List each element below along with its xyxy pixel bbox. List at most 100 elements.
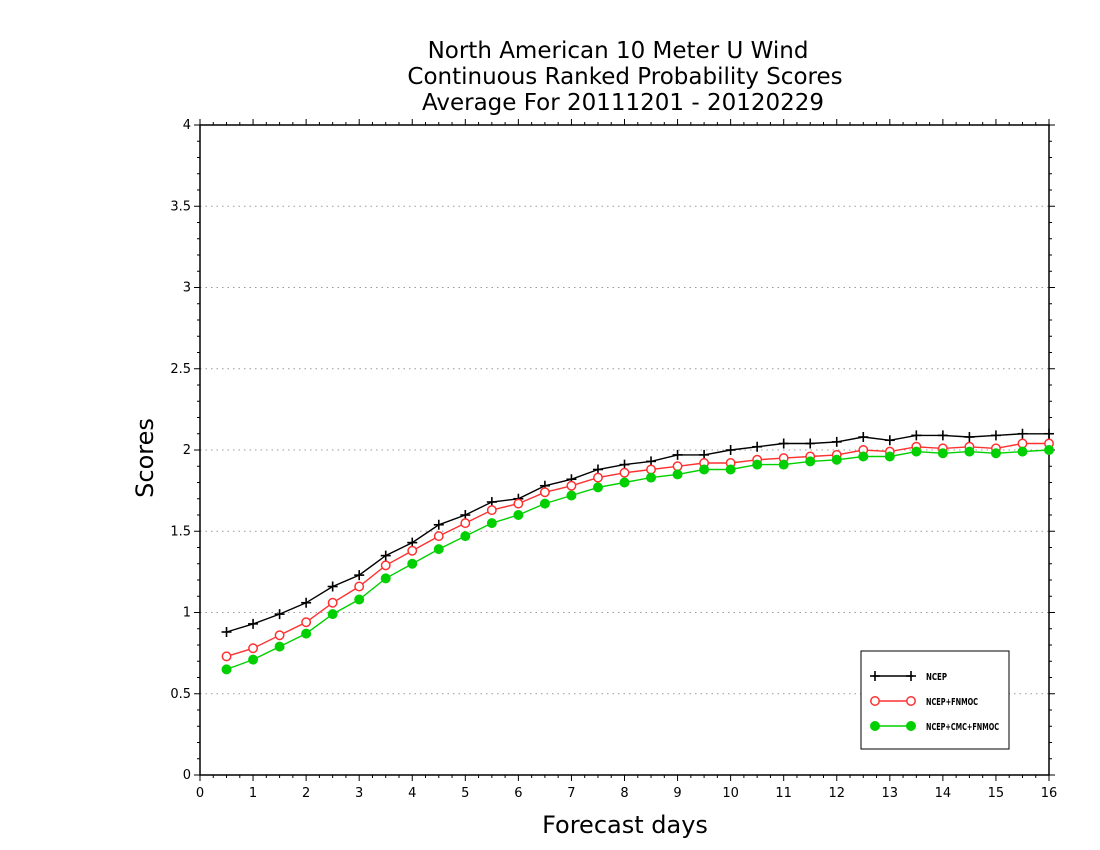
data-point: [831, 436, 842, 447]
data-point: [221, 627, 232, 637]
data-point: [646, 472, 657, 483]
x-axis: 0 1 2 3 4 5 6 7 8 9 10 11 12 13 14 15 16: [196, 119, 1057, 801]
data-point: [486, 505, 497, 516]
y-tick-label: 3.5: [170, 199, 191, 214]
data-point: [699, 464, 710, 475]
data-point: [593, 472, 603, 483]
data-point: [248, 643, 259, 654]
data-point: [990, 430, 1001, 441]
data-point: [1017, 438, 1028, 449]
legend-marker: [906, 721, 916, 731]
data-point: [911, 446, 922, 457]
x-tick-label: 5: [461, 786, 469, 801]
data-point: [274, 641, 285, 652]
data-point: [805, 438, 816, 449]
data-point: [937, 430, 948, 441]
x-tick-label: 14: [935, 786, 952, 801]
title-line-1: North American 10 Meter U Wind: [428, 38, 809, 64]
x-tick-label: 15: [988, 786, 1005, 801]
data-point: [380, 560, 391, 571]
legend-marker: [870, 721, 880, 731]
y-tick-label: 1.5: [170, 524, 191, 539]
data-point: [274, 630, 285, 641]
data-point: [248, 618, 259, 629]
series-ncep-fnmoc: [221, 438, 1054, 662]
data-point: [380, 573, 391, 584]
series-ncep: [221, 428, 1054, 637]
data-point: [778, 438, 789, 449]
series-line: [226, 442, 1049, 658]
data-point: [672, 461, 683, 472]
data-point: [486, 518, 497, 529]
data-point: [539, 498, 550, 509]
data-point: [937, 448, 948, 459]
data-point: [407, 545, 418, 556]
legend-marker: [870, 671, 880, 681]
x-tick-label: 12: [828, 786, 845, 801]
y-tick-label: 0.5: [170, 687, 191, 702]
data-point: [752, 459, 763, 470]
data-point: [619, 477, 630, 488]
data-point: [831, 454, 842, 465]
series-ncep-cmc-fnmoc: [221, 445, 1054, 675]
data-point: [327, 597, 338, 608]
data-point: [752, 441, 763, 452]
data-point: [725, 464, 736, 475]
data-point: [354, 570, 365, 581]
y-tick-label: 0: [183, 768, 191, 783]
x-tick-label: 0: [196, 786, 204, 801]
data-point: [274, 609, 285, 620]
data-point: [619, 467, 630, 478]
data-point: [221, 664, 232, 675]
data-point: [327, 581, 338, 592]
data-point: [1044, 445, 1054, 455]
title-line-2: Continuous Ranked Probability Scores: [407, 64, 842, 90]
data-point: [858, 432, 869, 442]
title-line-3: Average For 20111201 - 20120229: [422, 90, 824, 116]
data-point: [964, 446, 975, 457]
data-point: [884, 435, 895, 446]
data-point: [566, 490, 577, 501]
chart-title: North American 10 Meter U Wind Continuou…: [407, 38, 842, 116]
data-point: [407, 558, 418, 569]
legend-label: NCEP+FNMOC: [926, 697, 978, 708]
data-point: [911, 430, 922, 441]
data-point: [672, 469, 683, 480]
data-point: [805, 456, 816, 467]
y-tick-label: 2: [183, 443, 191, 458]
data-point: [725, 445, 736, 455]
data-point: [964, 432, 975, 442]
data-point: [566, 480, 577, 491]
x-tick-label: 2: [302, 786, 310, 801]
data-point: [1017, 446, 1028, 457]
legend-label: NCEP+CMC+FNMOC: [926, 722, 999, 733]
series-line: [226, 433, 1049, 633]
x-tick-label: 3: [355, 786, 363, 801]
legend-box: [860, 650, 1010, 750]
data-point: [460, 531, 471, 542]
legend-entry: NCEP+FNMOC: [870, 696, 978, 708]
x-tick-label: 9: [673, 786, 681, 801]
legend: NCEP NCEP+FNMOC NCEP+CMC+FNMOC: [860, 650, 1010, 750]
data-point: [858, 451, 869, 462]
y-tick-label: 4: [183, 118, 191, 133]
legend-marker: [906, 696, 916, 706]
data-point: [513, 510, 524, 520]
data-point: [301, 597, 312, 608]
legend-label: NCEP: [926, 672, 947, 683]
legend-entry: NCEP: [870, 671, 947, 683]
x-tick-label: 10: [722, 786, 739, 801]
data-point: [672, 449, 683, 460]
data-point: [354, 581, 365, 592]
data-point: [1017, 428, 1028, 439]
data-point: [433, 544, 444, 555]
x-tick-label: 16: [1041, 786, 1058, 801]
data-point: [539, 487, 550, 498]
y-axis: 0 0.5 1 1.5 2 2.5 3 3.5 4: [170, 118, 1055, 783]
data-point: [354, 594, 365, 605]
data-point: [513, 498, 524, 509]
data-point: [433, 531, 444, 542]
x-tick-label: 7: [567, 786, 575, 801]
data-point: [221, 651, 232, 662]
x-tick-label: 4: [408, 786, 416, 801]
